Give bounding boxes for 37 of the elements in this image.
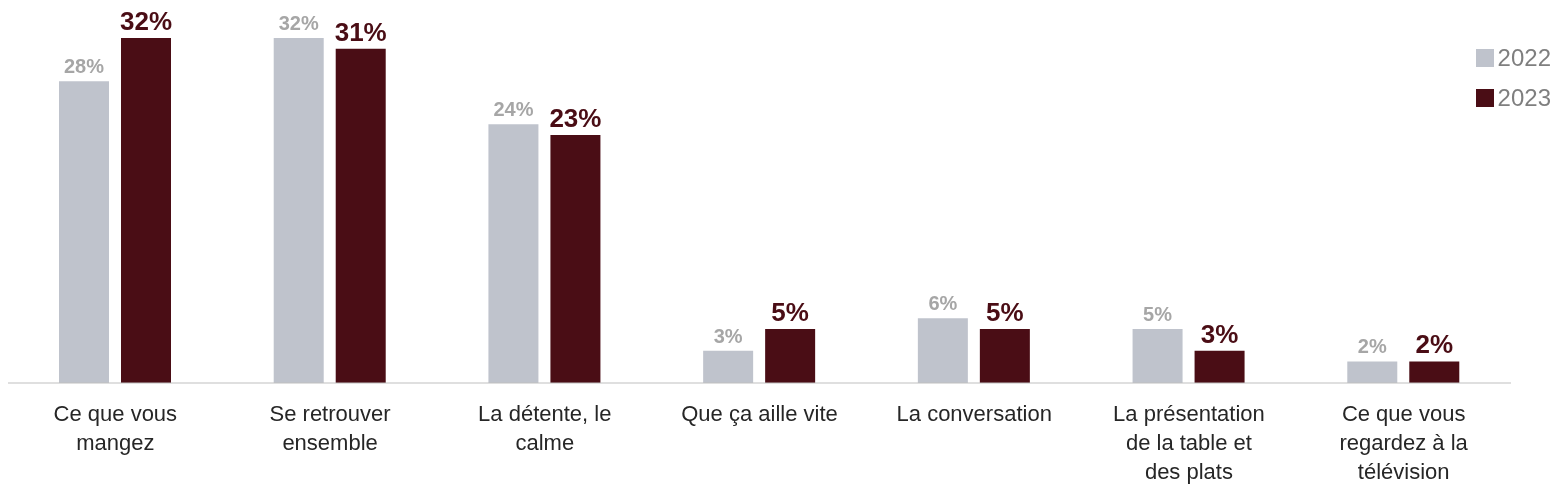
bar: [488, 124, 539, 383]
bar: [703, 350, 754, 383]
bar: [1409, 361, 1460, 383]
legend-label: 2022: [1497, 43, 1551, 73]
x-tick-label: Se retrouver ensemble: [269, 401, 391, 455]
x-tick-label: Que ça aille vite: [681, 401, 838, 426]
x-tick-label: La présentation de la table et des plats: [1113, 401, 1265, 484]
bar: [59, 81, 109, 383]
bar: [335, 48, 386, 383]
legend-label: 2023: [1497, 83, 1551, 113]
x-tick-label: La détente, le calme: [478, 401, 612, 455]
x-tick-label: Ce que vous mangez: [53, 401, 178, 455]
data-label: 24%: [493, 98, 534, 121]
bar: [550, 135, 601, 383]
data-label: 32%: [119, 6, 173, 36]
data-label: 5%: [986, 297, 1024, 328]
data-label: 5%: [1143, 303, 1173, 326]
bar: [1347, 361, 1398, 383]
bar: [273, 38, 324, 383]
bar: [765, 329, 816, 383]
data-label: 6%: [928, 292, 958, 315]
bar: [979, 329, 1030, 383]
x-tick-label: La conversation: [896, 401, 1052, 426]
data-label: 28%: [63, 55, 105, 78]
data-label: 2%: [1415, 329, 1454, 360]
data-label: 32%: [278, 12, 319, 34]
bar: [1132, 329, 1183, 383]
bar: [121, 38, 171, 383]
data-label: 2%: [1357, 335, 1387, 358]
data-label: 3%: [713, 324, 743, 347]
data-label: 23%: [549, 103, 602, 134]
x-tick-label: Ce que vous regardez à la télévision: [1339, 401, 1469, 484]
data-label: 31%: [334, 16, 387, 47]
data-label: 5%: [771, 297, 809, 328]
data-label: 3%: [1200, 318, 1239, 349]
bar: [917, 318, 968, 383]
bar: [1194, 350, 1245, 383]
